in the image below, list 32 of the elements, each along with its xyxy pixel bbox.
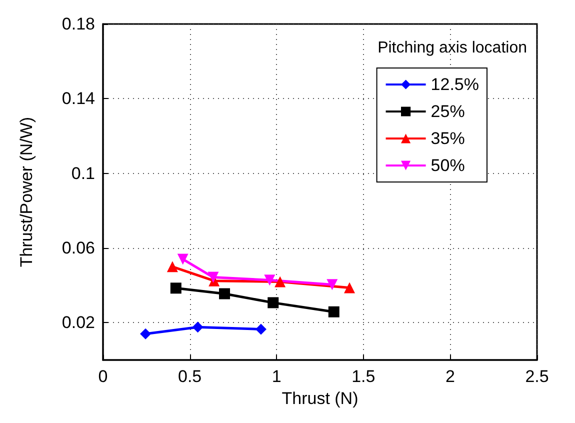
legend-label: 12.5%: [430, 75, 479, 94]
y-tick-label: 0.1: [71, 164, 95, 183]
legend-label: 50%: [430, 156, 465, 175]
point: [219, 288, 230, 300]
point: [255, 324, 266, 335]
x-tick-label: 1.5: [352, 367, 376, 386]
point: [268, 297, 279, 308]
legend-label: 25%: [430, 102, 465, 121]
x-axis-title: Thrust (N): [282, 388, 358, 408]
y-axis-title: Thrust/Power (N/W): [17, 116, 36, 268]
point: [177, 254, 188, 265]
x-tick-label: 1: [272, 367, 282, 386]
x-tick-label: 2.5: [525, 367, 549, 386]
point: [192, 322, 204, 333]
point: [326, 279, 338, 290]
y-tick-label: 0.18: [62, 14, 95, 34]
point: [274, 276, 286, 288]
point: [208, 272, 219, 283]
point: [328, 306, 340, 318]
x-tick-label: 0.5: [178, 367, 202, 386]
point: [140, 328, 152, 340]
y-tick-label: 0.06: [62, 238, 95, 258]
point: [170, 282, 182, 294]
point: [166, 261, 178, 272]
x-tick-label: 2: [445, 367, 455, 386]
legend-title: Pitching axis location: [378, 40, 528, 56]
point: [344, 282, 356, 294]
y-tick-label: 0.02: [62, 313, 95, 332]
x-tick-label: 0: [98, 367, 108, 386]
legend-label: 35%: [430, 129, 465, 148]
y-tick-label: 0.14: [62, 89, 95, 108]
point: [264, 274, 276, 286]
